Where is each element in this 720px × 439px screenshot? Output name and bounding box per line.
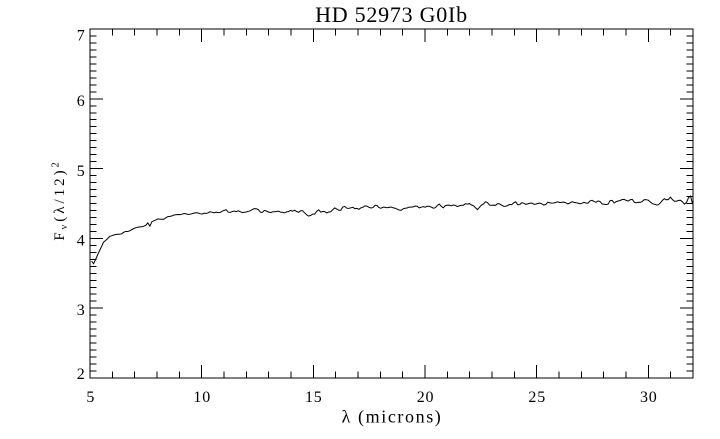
svg-text:7: 7 <box>77 28 86 45</box>
svg-text:5: 5 <box>86 389 95 406</box>
svg-text:25: 25 <box>528 389 546 406</box>
svg-text:λ (microns): λ (microns) <box>342 406 443 427</box>
svg-text:15: 15 <box>305 389 323 406</box>
svg-text:6: 6 <box>77 93 86 110</box>
svg-text:30: 30 <box>640 389 658 406</box>
svg-text:2: 2 <box>77 366 86 383</box>
svg-text:5: 5 <box>77 163 86 180</box>
svg-text:HD 52973 G0Ib: HD 52973 G0Ib <box>315 2 468 27</box>
svg-text:Fν(λ/12)2: Fν(λ/12)2 <box>51 159 71 240</box>
svg-text:10: 10 <box>193 389 211 406</box>
svg-text:20: 20 <box>417 389 435 406</box>
svg-text:3: 3 <box>77 302 86 319</box>
svg-text:4: 4 <box>77 232 86 249</box>
